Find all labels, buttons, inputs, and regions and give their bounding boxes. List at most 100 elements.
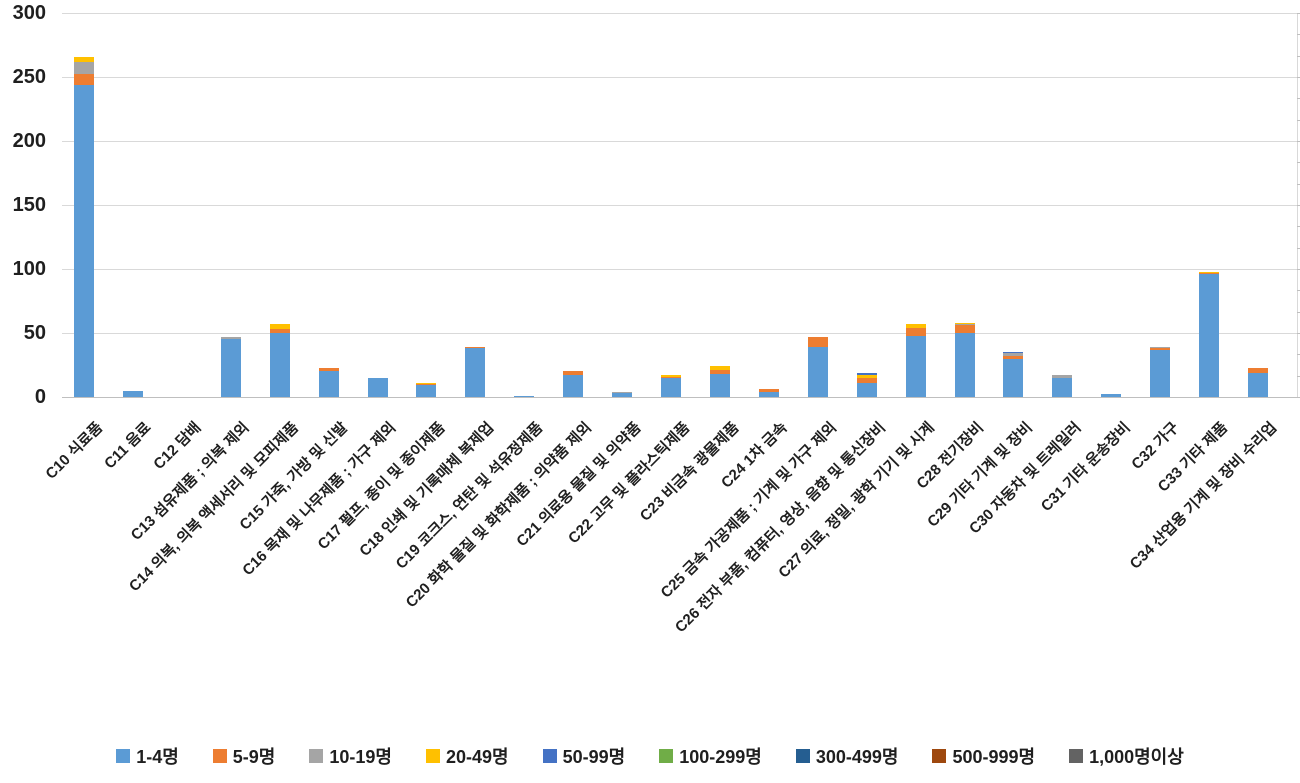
- legend-label: 50-99명: [562, 747, 626, 767]
- x-axis-category-label: C11 음료: [101, 419, 155, 473]
- bar-segment: [612, 393, 633, 397]
- legend-swatch-icon: [309, 749, 324, 763]
- bar-segment: [1248, 372, 1269, 397]
- bar-segment: [856, 377, 877, 383]
- right-axis-tick: [1297, 354, 1300, 356]
- bar-segment: [1052, 377, 1073, 397]
- legend-swatch-icon: [116, 749, 131, 763]
- x-axis-category-label: C10 식료품: [42, 419, 107, 483]
- bar-segment: [1199, 272, 1220, 275]
- legend-item: 1-4명: [116, 743, 179, 769]
- right-axis-tick: [1297, 77, 1300, 78]
- right-axis-tick: [1297, 141, 1300, 142]
- bar-segment: [1199, 274, 1220, 397]
- gridline: [62, 13, 1297, 14]
- bar-segment: [856, 382, 877, 397]
- bar-segment: [661, 375, 682, 377]
- y-axis-tick-label: 100: [12, 258, 46, 280]
- legend-item: 500-999명: [932, 743, 1035, 769]
- right-axis-tick: [1297, 55, 1300, 57]
- gridline: [62, 77, 1297, 78]
- right-axis-tick: [1297, 311, 1300, 313]
- right-axis-tick: [1297, 226, 1300, 228]
- bar-segment: [563, 371, 584, 376]
- right-axis-tick: [1297, 333, 1300, 334]
- gridline: [62, 141, 1297, 142]
- x-axis-line: [62, 397, 1297, 398]
- bar-segment: [1052, 375, 1073, 378]
- bar-segment: [269, 324, 290, 330]
- right-axis-tick: [1297, 290, 1300, 292]
- bar-segment: [905, 324, 926, 328]
- legend-item: 20-49명: [425, 743, 509, 769]
- right-axis-tick: [1297, 119, 1300, 121]
- bar-segment: [514, 395, 535, 397]
- bar-segment: [758, 391, 779, 397]
- legend-label: 10-19명: [329, 747, 392, 767]
- legend-swatch-icon: [1069, 749, 1084, 763]
- legend-swatch-icon: [932, 749, 947, 763]
- bar-segment: [563, 375, 584, 397]
- gridline: [62, 333, 1297, 334]
- y-axis-tick-label: 300: [12, 2, 46, 24]
- legend-swatch-icon: [795, 749, 810, 763]
- right-axis-tick: [1297, 247, 1300, 249]
- bar-segment: [905, 335, 926, 397]
- legend-item: 5-9명: [212, 743, 275, 769]
- y-axis-tick-label: 150: [12, 194, 46, 216]
- bar-segment: [807, 347, 828, 397]
- legend-swatch-icon: [659, 749, 674, 763]
- legend-label: 500-999명: [952, 747, 1036, 767]
- bar-segment: [954, 322, 975, 325]
- bar-segment: [758, 389, 779, 392]
- legend-label: 20-49명: [445, 747, 509, 767]
- right-axis-tick: [1297, 34, 1300, 36]
- gridline: [62, 269, 1297, 270]
- bar-segment: [1150, 348, 1171, 350]
- bar-segment: [465, 347, 486, 349]
- bar-segment: [954, 325, 975, 333]
- legend-swatch-icon: [542, 749, 557, 763]
- legend-item: 10-19명: [309, 743, 392, 769]
- right-axis-tick: [1297, 269, 1300, 270]
- bar-segment: [220, 339, 241, 397]
- bar-segment: [1150, 347, 1171, 349]
- legend-item: 300-499명: [795, 743, 899, 769]
- bar-segment: [709, 370, 730, 374]
- bar-segment: [220, 336, 241, 340]
- bar-segment: [122, 390, 143, 397]
- bar-segment: [1003, 353, 1024, 357]
- bar-segment: [1199, 271, 1220, 273]
- right-axis-tick: [1297, 375, 1300, 377]
- legend-item: 100-299명: [659, 743, 762, 769]
- bar-segment: [856, 372, 877, 376]
- right-axis-tick: [1297, 98, 1300, 100]
- legend-item: 1,000명이상: [1069, 743, 1184, 769]
- legend-label: 1,000명이상: [1089, 747, 1184, 767]
- x-axis-category-label: C20 화학 물질 및 화학제품 ; 의약품 제외: [402, 419, 596, 612]
- bar-segment: [269, 333, 290, 397]
- bar-segment: [661, 376, 682, 378]
- x-axis-category-label: C25 금속 가공제품 ; 기계 및 가구 제외: [657, 419, 840, 602]
- bar-segment: [612, 391, 633, 394]
- bar-segment: [1101, 394, 1122, 397]
- right-axis-tick: [1297, 205, 1300, 206]
- bar-segment: [954, 333, 975, 397]
- bar-segment: [807, 336, 828, 348]
- bar-segment: [856, 375, 877, 378]
- bar-segment: [1003, 352, 1024, 354]
- x-axis-category-label: C31 기타 운송장비: [1037, 419, 1134, 515]
- bar-segment: [416, 382, 437, 385]
- bar-segment: [1248, 367, 1269, 373]
- bar-segment: [416, 384, 437, 386]
- bar-segment: [416, 385, 437, 397]
- bar-segment: [709, 373, 730, 397]
- y-axis-tick-label: 200: [12, 130, 46, 152]
- bar-segment: [709, 366, 730, 371]
- bar-segment: [954, 324, 975, 326]
- bar-segment: [269, 329, 290, 333]
- right-axis-tick: [1297, 162, 1300, 164]
- legend-label: 300-499명: [815, 747, 899, 767]
- y-axis-tick-label: 50: [23, 322, 46, 344]
